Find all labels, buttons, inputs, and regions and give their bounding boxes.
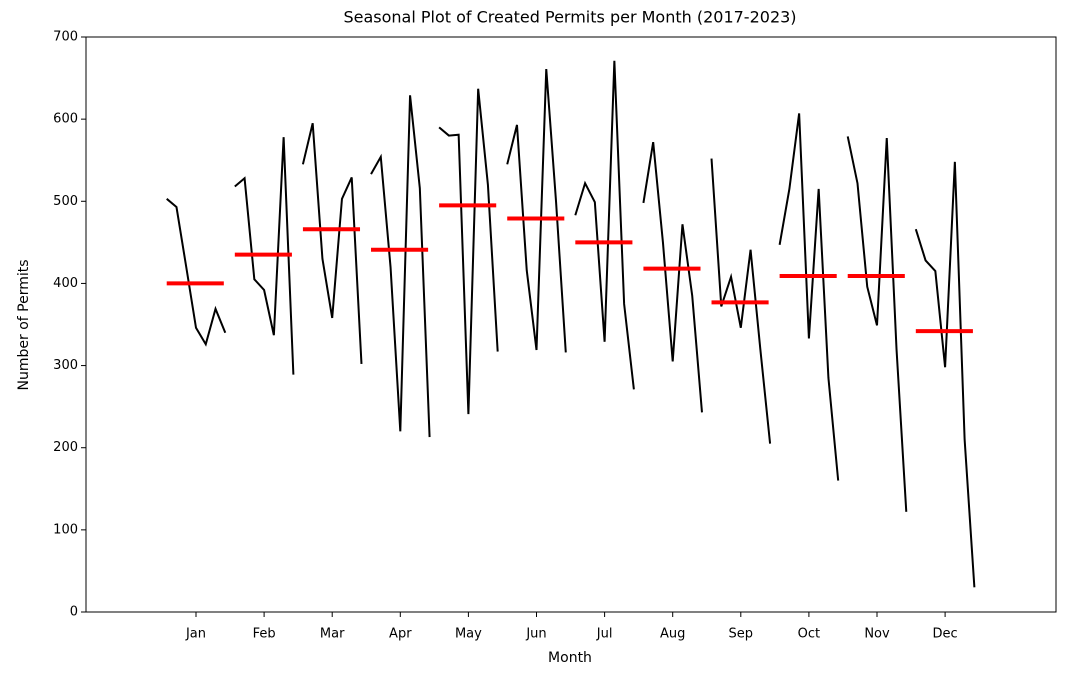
subseries-line: [846, 136, 908, 512]
x-tick-label: Jun: [525, 627, 546, 642]
x-tick-label: Apr: [389, 627, 412, 642]
x-tick-label: Dec: [933, 627, 958, 642]
subseries-line: [778, 113, 840, 481]
y-tick-label: 300: [53, 358, 78, 373]
y-tick-label: 700: [53, 30, 78, 45]
y-tick-label: 200: [53, 440, 78, 455]
y-tick-label: 400: [53, 276, 78, 291]
subseries-line: [574, 60, 635, 390]
x-tick-label: Feb: [253, 627, 276, 642]
y-tick-label: 0: [70, 605, 78, 620]
y-tick-label: 600: [53, 112, 78, 127]
subseries-line: [914, 161, 976, 588]
x-tick-label: Mar: [320, 627, 345, 642]
subseries-line: [506, 68, 567, 353]
x-tick-label: Jul: [596, 627, 613, 642]
subseries-line: [370, 95, 431, 438]
x-tick-label: May: [455, 627, 482, 642]
subseries-line: [301, 123, 363, 364]
chart-title: Seasonal Plot of Created Permits per Mon…: [343, 8, 796, 27]
subseries-line: [438, 88, 499, 415]
x-tick-label: Nov: [864, 627, 890, 642]
x-tick-label: Jan: [185, 627, 206, 642]
y-axis-label: Number of Permits: [16, 259, 32, 390]
y-tick-label: 100: [53, 522, 78, 537]
x-tick-label: Oct: [798, 627, 820, 642]
subseries-line: [642, 141, 703, 413]
x-axis-label: Month: [548, 650, 592, 666]
plot-frame: [85, 36, 1057, 613]
x-tick-label: Sep: [729, 627, 754, 642]
x-tick-label: Aug: [660, 627, 685, 642]
subseries-line: [710, 158, 772, 444]
subseries-line: [234, 137, 295, 375]
y-tick-label: 500: [53, 194, 78, 209]
subseries-line: [166, 198, 227, 347]
